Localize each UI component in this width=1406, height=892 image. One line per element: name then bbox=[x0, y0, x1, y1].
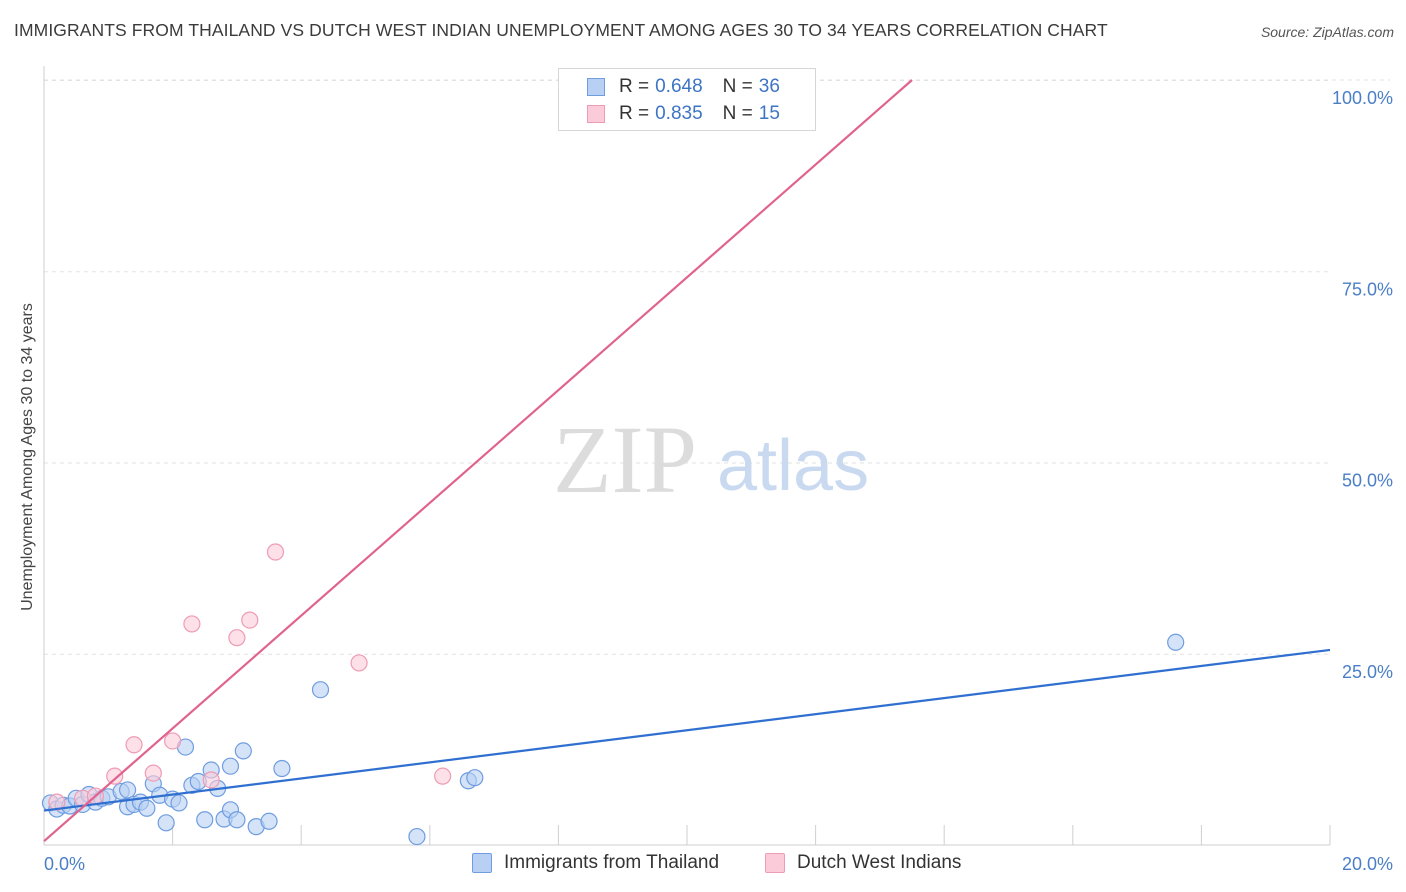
series-label-dutch-west-indian: Dutch West Indians bbox=[797, 852, 962, 873]
legend-row-dutch-west-indian: R = 0.835 N = 15 bbox=[587, 102, 780, 126]
series-swatch-dutch-west-indian bbox=[765, 853, 785, 873]
legend-n-label: N = bbox=[722, 76, 753, 97]
dutch-west-indian-point bbox=[228, 629, 246, 647]
trend-lines bbox=[43, 79, 1331, 843]
legend-r-value: 0.648 bbox=[655, 76, 703, 97]
thailand-point bbox=[138, 799, 156, 817]
dutch-west-indian-point bbox=[434, 767, 452, 785]
y-tick-label: 75.0% bbox=[1342, 279, 1393, 299]
series-label-thailand: Immigrants from Thailand bbox=[504, 852, 720, 873]
thailand-point bbox=[196, 811, 214, 829]
dutch-west-indian-point bbox=[202, 771, 220, 789]
y-tick-label: 100.0% bbox=[1332, 88, 1393, 108]
correlation-legend: R = 0.648 N = 36 R = 0.835 N = 15 bbox=[558, 68, 816, 131]
x-tick-label-max: 20.0% bbox=[1342, 854, 1393, 874]
legend-n-label: N = bbox=[722, 103, 753, 124]
thailand-point bbox=[221, 757, 240, 775]
series-swatch-thailand bbox=[472, 853, 492, 873]
thailand-point bbox=[260, 812, 278, 830]
dutch-west-indian-point bbox=[106, 767, 124, 785]
watermark-zip: ZIP bbox=[553, 406, 697, 513]
thailand-point bbox=[466, 769, 484, 787]
dutch-west-indian-point bbox=[266, 543, 285, 561]
source-label: Source: ZipAtlas.com bbox=[1260, 24, 1394, 40]
y-tick-labels: 25.0% 50.0% 75.0% 100.0% bbox=[1332, 88, 1393, 682]
thailand-point bbox=[234, 742, 252, 760]
thailand-point bbox=[408, 827, 426, 846]
thailand-point bbox=[311, 681, 330, 699]
series-legend-dutch-west-indian: Dutch West Indians bbox=[765, 852, 961, 874]
legend-n-value: 36 bbox=[758, 76, 780, 97]
dutch-west-indian-point bbox=[144, 764, 162, 782]
chart-title: IMMIGRANTS FROM THAILAND VS DUTCH WEST I… bbox=[14, 20, 1108, 40]
dutch-west-indian-point bbox=[164, 732, 182, 750]
dutch-west-indian-trend-line bbox=[43, 79, 913, 843]
legend-row-thailand: R = 0.648 N = 36 bbox=[587, 75, 780, 99]
legend-r-label: R = bbox=[619, 76, 650, 97]
thailand-point bbox=[1167, 633, 1185, 651]
legend-swatch-thailand bbox=[587, 78, 605, 96]
thailand-point bbox=[157, 814, 175, 832]
legend-swatch-dutch-west-indian bbox=[587, 105, 605, 123]
thailand-point bbox=[170, 794, 188, 812]
dutch-west-indian-point bbox=[350, 654, 368, 672]
thailand-point bbox=[273, 759, 291, 778]
x-tick-label-min: 0.0% bbox=[44, 854, 85, 874]
gridlines bbox=[44, 79, 1390, 655]
dutch-west-indian-point bbox=[183, 615, 201, 633]
thailand-point bbox=[118, 781, 137, 799]
thailand-trend-line bbox=[43, 648, 1331, 812]
y-tick-label: 25.0% bbox=[1342, 662, 1393, 682]
thailand-point bbox=[228, 811, 246, 829]
legend-r-value: 0.835 bbox=[655, 103, 703, 124]
series-legend-thailand: Immigrants from Thailand bbox=[472, 852, 719, 874]
y-tick-label: 50.0% bbox=[1342, 471, 1393, 491]
dutch-west-indian-point bbox=[241, 611, 259, 629]
watermark-atlas: atlas bbox=[717, 426, 869, 506]
axes bbox=[43, 66, 1331, 846]
legend-r-label: R = bbox=[619, 103, 650, 124]
dutch-west-indian-point bbox=[125, 736, 143, 754]
legend-n-value: 15 bbox=[758, 103, 780, 124]
dutch-west-indian-point bbox=[48, 793, 66, 811]
